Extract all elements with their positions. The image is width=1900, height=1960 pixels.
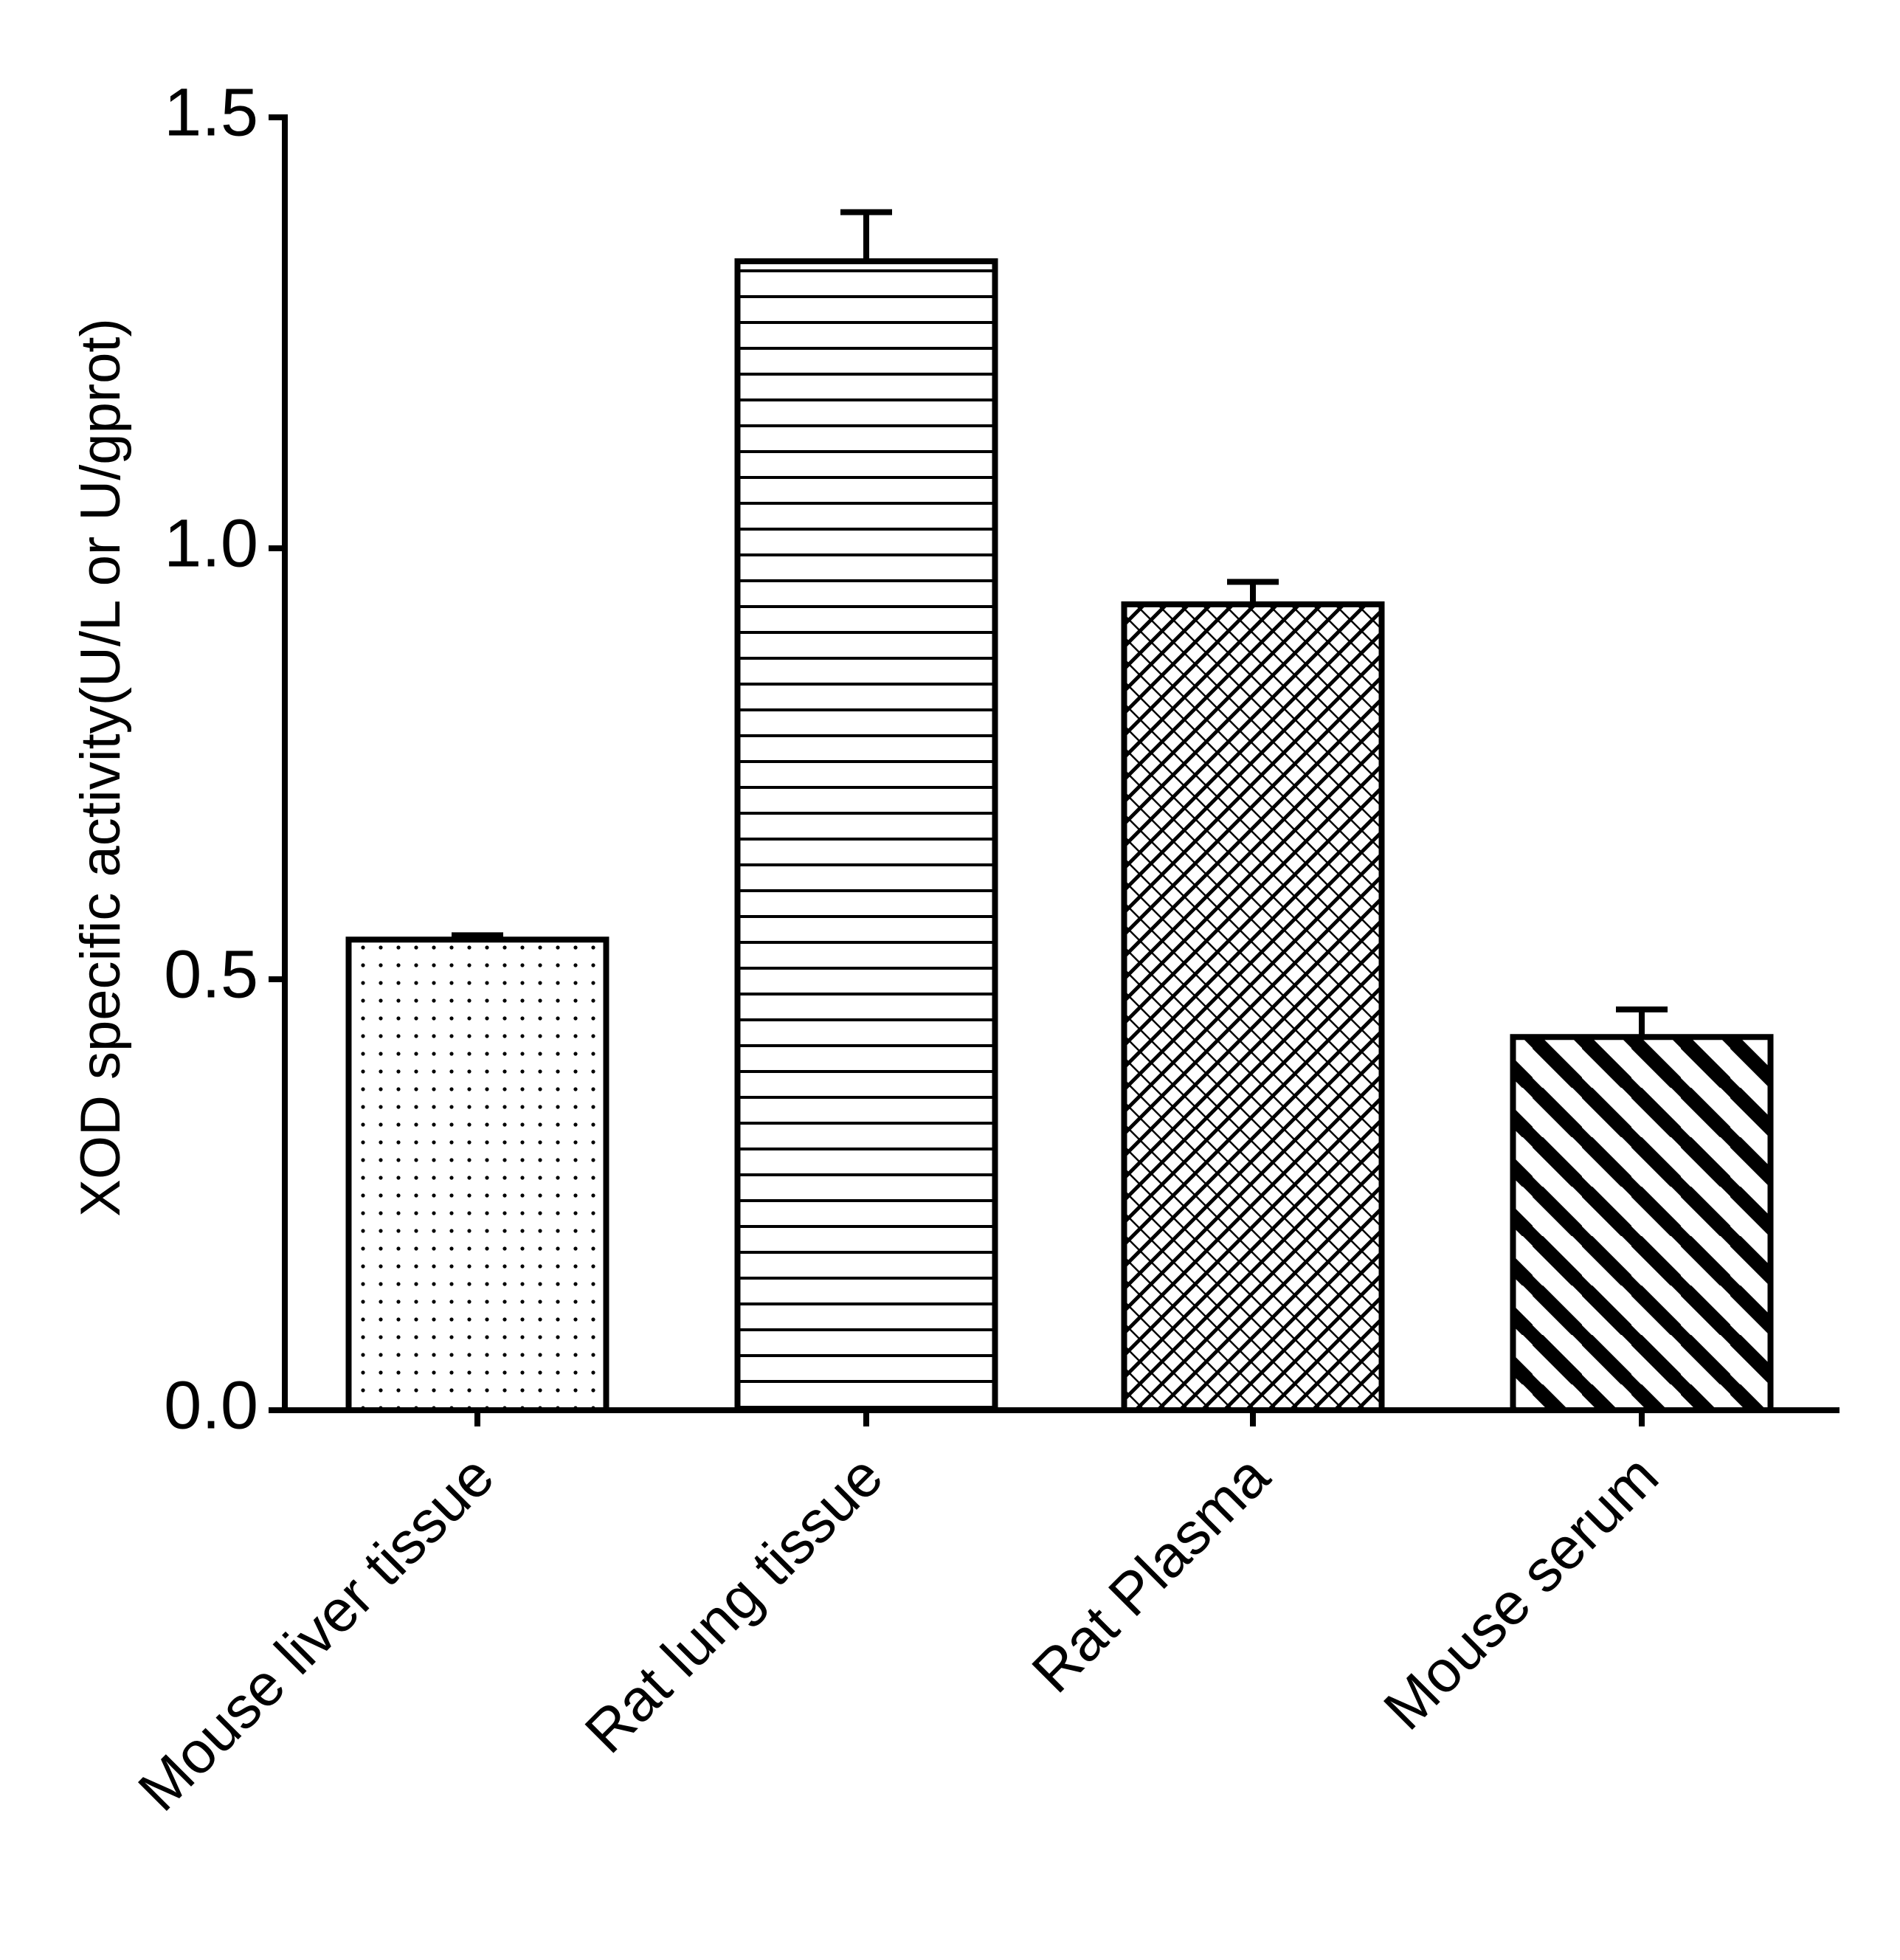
bar <box>1510 1034 1774 1413</box>
error-bar <box>1616 1006 1668 1038</box>
error-bar <box>1227 579 1279 604</box>
y-tick-label: 0.0 <box>164 1367 258 1443</box>
y-tick-label: 0.5 <box>164 936 258 1012</box>
error-bar <box>452 932 503 940</box>
x-tick-label: Mouse liver tissue <box>125 1443 506 1823</box>
bar <box>345 936 609 1413</box>
y-tick-label: 1.0 <box>164 505 258 581</box>
y-tick-label: 1.5 <box>164 75 258 150</box>
error-bar <box>840 209 892 262</box>
x-tick-label: Rat lung tissue <box>573 1443 895 1765</box>
bar <box>734 258 998 1413</box>
x-tick-label: Mouse serum <box>1371 1443 1671 1742</box>
y-axis-label: XOD specific activity(U/L or U/gprot) <box>69 318 132 1217</box>
bar <box>1121 601 1385 1413</box>
x-tick-label: Rat Plasma <box>1020 1443 1282 1705</box>
